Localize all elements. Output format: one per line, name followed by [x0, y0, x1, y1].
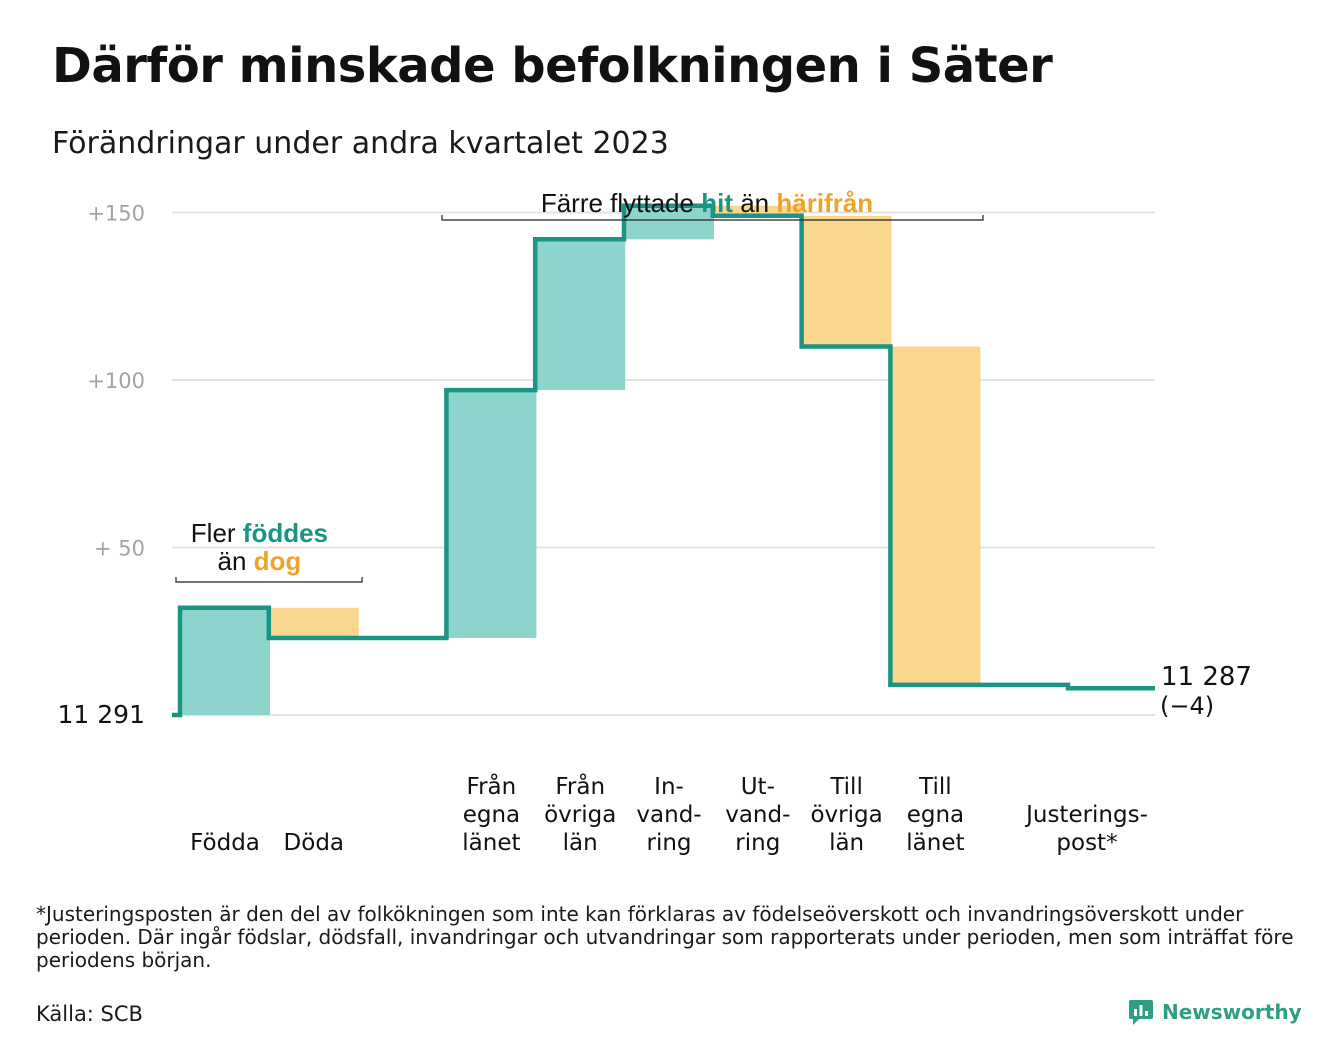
category-label: Döda — [284, 830, 344, 856]
bar-inflow — [535, 239, 626, 391]
bar-inflow — [446, 390, 537, 638]
category-label: övriga — [810, 802, 882, 828]
y-tick-label: + 50 — [94, 537, 145, 561]
annotation-highlight-died: dog — [254, 546, 302, 576]
start-value-label: 11 291 — [58, 700, 145, 729]
bar-inflow — [180, 607, 270, 715]
bar-outflow — [712, 205, 803, 216]
cumulative-step-line — [172, 203, 1155, 718]
annotation-highlight-born: föddes — [243, 518, 328, 548]
annotation-text: än — [733, 188, 776, 218]
end-value-label: 11 287 — [1161, 662, 1252, 692]
category-label: länet — [462, 830, 520, 856]
category-label: vand- — [725, 802, 790, 828]
category-label: län — [563, 830, 598, 856]
category-label: Från — [555, 772, 605, 800]
category-label: ring — [646, 830, 691, 856]
category-label: övriga — [544, 802, 616, 828]
category-label: post* — [1056, 830, 1117, 856]
category-label: Ut- — [741, 774, 775, 800]
category-label: Till — [918, 774, 952, 800]
end-change-label: (−4) — [1160, 692, 1214, 720]
annotation-births-deaths: Fler föddes — [191, 518, 328, 548]
bar-outflow — [801, 215, 892, 347]
category-label: Till — [829, 774, 863, 800]
annotation-highlight-to: hit — [701, 188, 733, 218]
category-label: egna — [463, 802, 520, 828]
brand-name: Newsworthy — [1162, 1000, 1302, 1024]
annotation-bracket-births — [175, 577, 363, 583]
annotation-births-deaths: än dog — [217, 546, 301, 576]
bar-inflow — [624, 205, 714, 240]
category-label: egna — [907, 802, 964, 828]
newsworthy-logo-icon — [1129, 1000, 1153, 1025]
category-label: ring — [735, 830, 780, 856]
source-note: Källa: SCB — [36, 1002, 143, 1026]
category-label: In- — [654, 774, 684, 800]
annotation-text: än — [217, 546, 253, 576]
y-tick-label: +150 — [87, 202, 145, 226]
category-label: län — [829, 830, 864, 856]
category-label: Från — [467, 772, 517, 800]
category-label: Födda — [190, 830, 260, 856]
annotation-highlight-from: härifrån — [776, 188, 873, 218]
y-tick-label: +100 — [87, 369, 145, 393]
bar-outflow — [890, 346, 981, 685]
footnote: *Justeringsposten är den del av folkökni… — [36, 902, 1294, 972]
annotation-text: Fler — [191, 518, 243, 548]
category-label: Justerings- — [1024, 802, 1148, 828]
category-label: länet — [906, 830, 964, 856]
bar-outflow — [268, 607, 359, 638]
waterfall-chart: +150 +100 + 50 11 291 11 287(−4) Födda Döda Frå… — [58, 188, 1252, 856]
category-label: vand- — [636, 802, 701, 828]
annotation-text: Färre flyttade — [541, 188, 701, 218]
annotation-bracket-migration — [441, 215, 984, 221]
annotation-migration: Färre flyttade hit än härifrån — [541, 188, 873, 218]
brand-logo: Newsworthy — [1128, 998, 1302, 1026]
chart-title: Därför minskade befolkningen i Säter — [52, 38, 1053, 94]
chart-subtitle: Förändringar under andra kvartalet 2023 — [52, 126, 669, 161]
